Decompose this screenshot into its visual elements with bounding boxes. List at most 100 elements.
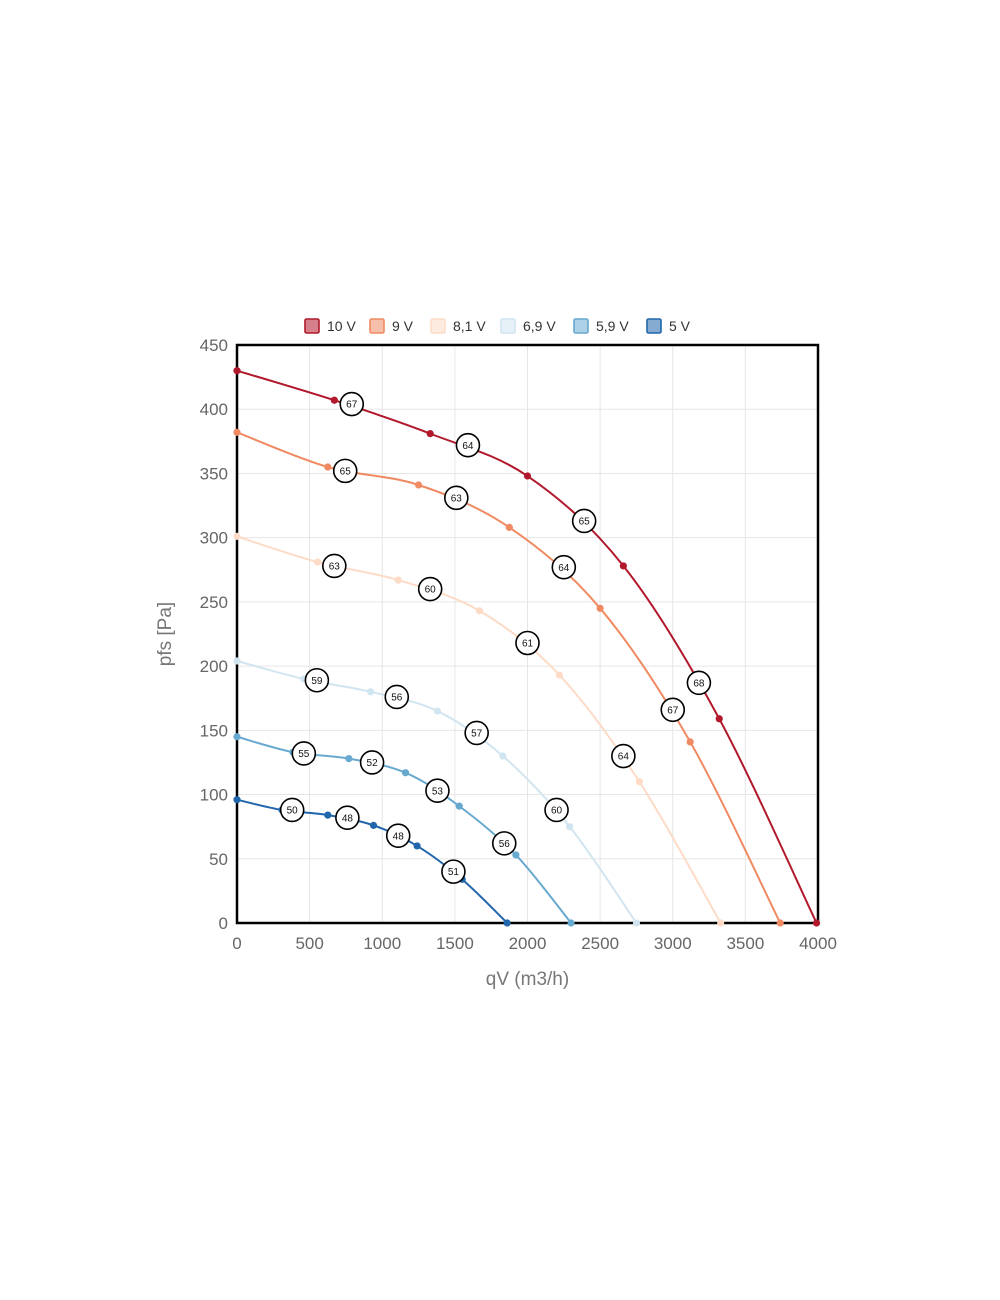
data-point: [401, 769, 410, 777]
noise-label: 48: [393, 831, 405, 842]
noise-label-marker: [291, 741, 317, 766]
x-tick-label: 1500: [436, 934, 474, 953]
y-tick-label: 350: [200, 464, 228, 483]
data-point: [433, 707, 442, 715]
data-point: [324, 463, 332, 471]
noise-label-marker: [660, 697, 686, 723]
series-2: [233, 532, 725, 927]
data-point: [314, 558, 322, 566]
series-line: [236, 369, 818, 924]
legend-swatch: [430, 318, 446, 334]
data-point: [566, 823, 574, 831]
noise-label-marker: [335, 805, 360, 830]
noise-label-marker: [385, 823, 411, 848]
data-point: [686, 738, 694, 746]
data-point: [233, 657, 241, 665]
legend-item[interactable]: 10 V: [304, 318, 356, 334]
data-point: [233, 532, 241, 540]
noise-label-marker: [425, 778, 450, 804]
x-tick-label: 3500: [726, 934, 764, 953]
noise-labels: 67 64 65 68 65 63 64 67 63 60 61 64 59 56 57 60 55 52 53 56…: [279, 391, 712, 884]
data-point: [555, 671, 564, 679]
legend-label: 6,9 V: [523, 318, 556, 334]
x-tick-label: 500: [295, 934, 323, 953]
y-tick-label: 150: [200, 721, 228, 740]
legend-swatch: [500, 318, 516, 334]
legend-item[interactable]: 5 V: [646, 318, 691, 334]
data-point: [345, 754, 353, 763]
data-point: [523, 472, 532, 480]
data-point: [619, 562, 627, 570]
legend-item[interactable]: 9 V: [369, 318, 414, 334]
series-3: [233, 657, 641, 927]
noise-label-marker: [686, 670, 712, 696]
series-5: [233, 796, 511, 927]
data-point: [635, 778, 643, 786]
y-tick-label: 0: [219, 914, 228, 933]
data-point: [776, 919, 784, 927]
data-point: [632, 919, 641, 927]
noise-label: 65: [340, 466, 352, 477]
noise-label-marker: [444, 485, 469, 511]
plot-frame: [235, 343, 820, 925]
noise-label: 64: [558, 563, 570, 574]
noise-label: 56: [499, 839, 511, 850]
data-point: [426, 430, 434, 438]
noise-label-marker: [611, 743, 636, 769]
y-axis-title: pfs [Pa]: [155, 602, 176, 666]
data-point: [505, 523, 513, 531]
legend-label: 10 V: [327, 318, 356, 334]
noise-label: 60: [551, 806, 563, 817]
legend-swatch: [646, 318, 662, 334]
legend-item[interactable]: 6,9 V: [500, 318, 556, 334]
noise-label-marker: [491, 831, 517, 856]
noise-label: 68: [693, 678, 705, 689]
data-point: [475, 607, 484, 615]
data-point: [233, 367, 241, 375]
x-tick-label: 1000: [363, 934, 401, 953]
noise-label: 63: [451, 493, 463, 504]
legend-item[interactable]: 5,9 V: [573, 318, 629, 334]
data-point: [512, 851, 520, 859]
noise-label: 48: [342, 813, 354, 824]
series-line: [236, 798, 508, 924]
noise-label-marker: [304, 667, 330, 693]
y-tick-label: 450: [200, 336, 228, 355]
data-point: [233, 428, 241, 436]
x-tick-label: 4000: [799, 934, 837, 953]
y-tick-label: 250: [200, 593, 228, 612]
data-point: [567, 919, 575, 927]
noise-label-marker: [515, 630, 540, 656]
noise-label-marker: [339, 391, 365, 417]
noise-label-marker: [544, 797, 569, 823]
x-tick-label: 2500: [581, 934, 619, 953]
data-point: [812, 919, 821, 927]
noise-label: 64: [618, 752, 630, 763]
data-point: [455, 802, 463, 810]
noise-label: 57: [471, 729, 483, 740]
data-point: [233, 796, 241, 804]
legend-label: 8,1 V: [453, 318, 486, 334]
noise-label: 64: [462, 441, 474, 452]
y-tick-label: 100: [200, 786, 228, 805]
noise-label-marker: [441, 859, 466, 884]
legend-swatch: [304, 318, 320, 334]
noise-label: 53: [432, 786, 444, 797]
noise-label: 56: [391, 693, 403, 704]
legend-item[interactable]: 8,1 V: [430, 318, 486, 334]
noise-label: 59: [311, 676, 323, 687]
noise-label: 52: [367, 758, 379, 769]
noise-label: 67: [346, 400, 358, 411]
noise-label: 63: [329, 562, 341, 573]
legend: 10 V 9 V 8,1 V 6,9 V 5,9 V 5 V: [304, 318, 691, 334]
noise-label: 65: [579, 517, 591, 528]
data-point: [503, 919, 511, 927]
data-point: [499, 752, 507, 760]
data-point: [413, 842, 421, 850]
y-tick-label: 300: [200, 529, 228, 548]
data-point: [233, 733, 241, 741]
data-point: [330, 396, 338, 404]
noise-label: 67: [667, 705, 679, 716]
noise-label: 51: [448, 867, 460, 878]
